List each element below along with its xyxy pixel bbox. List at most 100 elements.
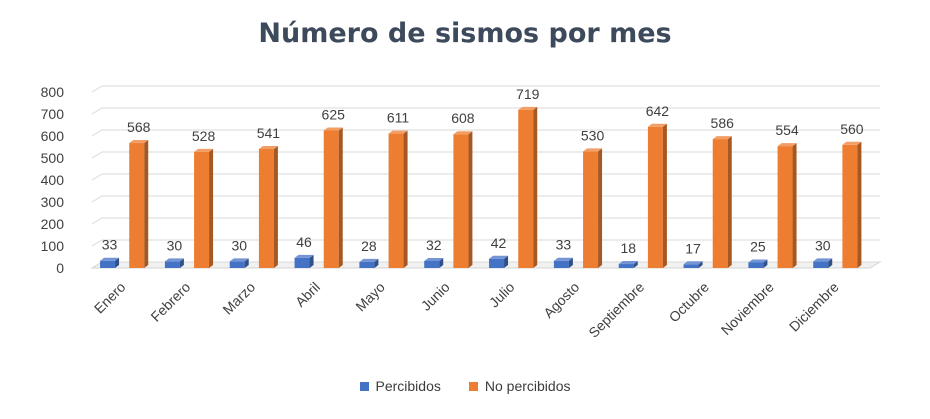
data-label-percibidos-julio: 42 xyxy=(491,235,507,251)
bar-top xyxy=(553,257,573,261)
bar-top xyxy=(618,261,638,265)
bar-top xyxy=(388,130,408,134)
bar-front xyxy=(388,133,404,268)
bar-front xyxy=(164,261,180,268)
bar-side xyxy=(374,258,379,268)
x-tick-label: Noviembre xyxy=(718,279,777,338)
x-tick-label: Enero xyxy=(91,279,129,317)
y-tick-label: 500 xyxy=(41,150,65,166)
legend-swatch-no-percibidos xyxy=(468,381,478,391)
bar-front xyxy=(453,134,469,268)
data-label-no-percibidos-julio: 719 xyxy=(516,86,540,102)
bar-top xyxy=(129,140,149,144)
data-label-no-percibidos-agosto: 530 xyxy=(581,127,605,143)
bar-side xyxy=(468,131,473,268)
bar-no-percibidos-julio xyxy=(518,106,538,268)
bar-side xyxy=(792,143,797,268)
bar-side xyxy=(273,145,278,268)
bar-no-percibidos-junio xyxy=(453,131,473,268)
bar-no-percibidos-enero xyxy=(129,140,149,268)
bar-no-percibidos-noviembre xyxy=(777,143,797,268)
bar-front xyxy=(553,260,569,268)
bar-side xyxy=(115,257,120,268)
data-label-percibidos-enero: 33 xyxy=(102,237,118,253)
x-tick-label: Septiembre xyxy=(585,279,647,341)
y-tick-label: 0 xyxy=(56,260,64,276)
bar-top xyxy=(647,123,667,127)
bar-side xyxy=(598,148,603,268)
bar-side xyxy=(828,258,833,268)
bar-percibidos-enero xyxy=(100,257,120,268)
gridline xyxy=(91,129,880,137)
bar-top xyxy=(294,254,314,258)
bar-top xyxy=(518,106,538,110)
bar-percibidos-septiembre xyxy=(618,261,638,268)
data-label-percibidos-mayo: 28 xyxy=(361,238,377,254)
legend-label-percibidos: Percibidos xyxy=(375,378,441,394)
y-tick-label: 700 xyxy=(41,106,65,122)
bar-percibidos-abril xyxy=(294,254,314,268)
x-tick-label: Mayo xyxy=(352,279,388,315)
data-label-no-percibidos-diciembre: 560 xyxy=(840,121,864,137)
bar-percibidos-febrero xyxy=(164,258,184,268)
bar-side xyxy=(698,261,703,268)
y-tick-label: 600 xyxy=(41,128,65,144)
legend-swatch-percibidos xyxy=(359,381,369,391)
data-label-no-percibidos-junio: 608 xyxy=(451,110,475,126)
data-label-percibidos-diciembre: 30 xyxy=(815,237,831,253)
chart-title: Número de sismos por mes xyxy=(258,18,672,49)
bar-no-percibidos-marzo xyxy=(258,145,278,268)
x-tick-label: Febrero xyxy=(147,279,193,325)
bar-no-percibidos-abril xyxy=(323,127,343,268)
bar-front xyxy=(647,126,663,268)
bar-side xyxy=(338,127,343,268)
bar-side xyxy=(857,141,862,268)
bar-top xyxy=(229,258,249,262)
data-label-no-percibidos-marzo: 541 xyxy=(257,125,281,141)
bar-side xyxy=(568,257,573,268)
bar-top xyxy=(359,258,379,262)
data-label-percibidos-junio: 32 xyxy=(426,237,442,253)
bar-top xyxy=(712,136,732,140)
bar-front xyxy=(618,264,634,268)
gridline xyxy=(91,195,880,203)
bar-top xyxy=(842,141,862,145)
bar-front xyxy=(518,109,534,268)
bar-side xyxy=(144,140,149,268)
bar-top xyxy=(194,148,214,152)
bar-side xyxy=(403,130,408,268)
data-label-no-percibidos-octubre: 586 xyxy=(711,115,735,131)
y-tick-label: 800 xyxy=(41,84,65,100)
x-tick-label: Octubre xyxy=(666,279,713,326)
bar-side xyxy=(533,106,538,268)
legend-item-percibidos: Percibidos xyxy=(359,378,441,394)
data-label-percibidos-febrero: 30 xyxy=(167,237,183,253)
data-label-no-percibidos-abril: 625 xyxy=(322,107,346,123)
y-tick-label: 300 xyxy=(41,194,65,210)
x-tick-label: Julio xyxy=(486,279,518,311)
bar-top xyxy=(683,261,703,265)
y-tick-label: 200 xyxy=(41,216,65,232)
data-label-no-percibidos-noviembre: 554 xyxy=(775,122,799,138)
legend-item-no-percibidos: No percibidos xyxy=(468,378,571,394)
x-tick-label: Junio xyxy=(418,279,453,314)
bar-top xyxy=(813,258,833,262)
bar-front xyxy=(294,257,310,268)
bar-top xyxy=(258,145,278,149)
bar-front xyxy=(323,130,339,268)
legend-label-no-percibidos: No percibidos xyxy=(484,378,571,394)
bar-front xyxy=(748,262,764,268)
bar-no-percibidos-diciembre xyxy=(842,141,862,268)
bar-front xyxy=(712,139,728,268)
data-label-no-percibidos-enero: 568 xyxy=(127,119,151,135)
y-tick-label: 400 xyxy=(41,172,65,188)
bar-no-percibidos-agosto xyxy=(583,148,603,268)
bar-percibidos-agosto xyxy=(553,257,573,268)
bar-side xyxy=(179,258,184,268)
x-tick-label: Diciembre xyxy=(786,279,842,335)
data-label-percibidos-abril: 46 xyxy=(296,234,312,250)
bar-top xyxy=(748,259,768,263)
bar-side xyxy=(504,255,509,268)
bar-top xyxy=(164,258,184,262)
